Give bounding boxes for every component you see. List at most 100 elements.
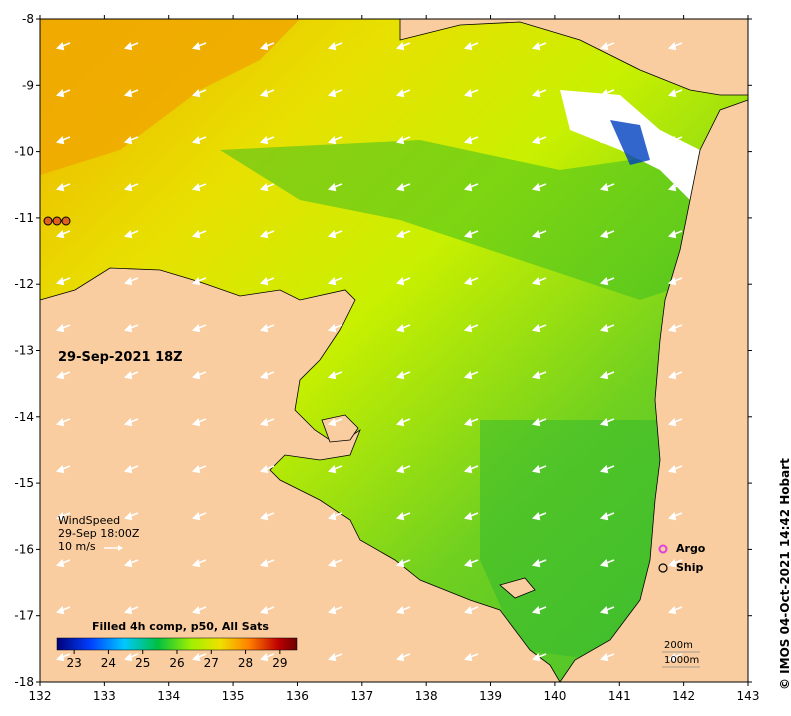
wind-arrow-icon xyxy=(327,558,343,568)
lat-tick-label: -10 xyxy=(14,145,34,159)
wind-arrow-icon xyxy=(259,135,275,145)
wind-arrow-icon xyxy=(191,605,207,615)
wind-arrow-icon xyxy=(667,511,683,521)
wind-arrow-icon xyxy=(531,511,547,521)
warm-sea-patch xyxy=(40,19,300,175)
wind-arrow-icon xyxy=(531,135,547,145)
colorbar-tick-label: 26 xyxy=(169,656,184,670)
wind-arrow-icon xyxy=(531,276,547,286)
wind-arrow-icon xyxy=(327,652,343,662)
wind-arrow-icon xyxy=(55,652,71,662)
wind-arrow-icon xyxy=(531,182,547,192)
wind-arrow-icon xyxy=(667,229,683,239)
wind-arrow-icon xyxy=(395,370,411,380)
wind-time: 29-Sep 18:00Z xyxy=(58,527,140,540)
lat-tick-label: -11 xyxy=(14,211,34,225)
wind-arrow-icon xyxy=(667,652,683,662)
wind-arrow-icon xyxy=(55,370,71,380)
cool-sea-band xyxy=(220,140,748,300)
wind-arrow-icon xyxy=(463,41,479,51)
wind-arrow-icon xyxy=(531,464,547,474)
wind-arrow-icon xyxy=(327,88,343,98)
contour-1000-label: 1000m xyxy=(664,655,700,666)
lat-tick-label: -15 xyxy=(14,476,34,490)
wind-arrow-icon xyxy=(395,323,411,333)
wind-arrow-icon xyxy=(599,605,615,615)
wind-arrow-icon xyxy=(259,464,275,474)
wind-arrow-icon xyxy=(667,605,683,615)
wind-arrow-icon xyxy=(667,464,683,474)
wind-arrow-icon xyxy=(259,276,275,286)
wind-arrow-icon xyxy=(327,605,343,615)
wind-arrow-icon xyxy=(599,229,615,239)
wind-arrow-icon xyxy=(599,511,615,521)
wind-arrow-icon xyxy=(531,229,547,239)
wind-arrow-icon xyxy=(531,88,547,98)
argo-marker-icon xyxy=(658,544,668,554)
wind-arrow-icon xyxy=(191,417,207,427)
wind-arrow-icon xyxy=(259,323,275,333)
wind-arrow-icon xyxy=(667,41,683,51)
wind-arrow-icon xyxy=(55,605,71,615)
lat-tick-label: -17 xyxy=(14,609,34,623)
wind-arrow-icon xyxy=(55,182,71,192)
island-mornington xyxy=(499,577,536,599)
wind-arrow-icon xyxy=(123,229,139,239)
lat-tick-label: -13 xyxy=(14,344,34,358)
wind-arrow-icon xyxy=(463,88,479,98)
colorbar-tick-label: 25 xyxy=(135,656,150,670)
wind-arrow-icon xyxy=(395,229,411,239)
wind-arrow-icon xyxy=(599,135,615,145)
lon-tick-label: 138 xyxy=(415,689,438,703)
wind-arrow-icon xyxy=(191,370,207,380)
wind-arrow-icon xyxy=(259,511,275,521)
wind-arrow-icon xyxy=(531,605,547,615)
wind-arrow-icon xyxy=(123,558,139,568)
wind-arrow-icon xyxy=(599,323,615,333)
wind-arrow-icon xyxy=(667,135,683,145)
wind-arrow-icon xyxy=(463,135,479,145)
wind-arrow-icon xyxy=(123,323,139,333)
imos-credit: © IMOS 04-Oct-2021 14:42 Hobart xyxy=(778,458,791,690)
wind-arrow-icon xyxy=(395,558,411,568)
wind-arrow-icon xyxy=(123,605,139,615)
lat-tick-label: -18 xyxy=(14,675,34,689)
wind-arrow-icon xyxy=(463,323,479,333)
map-date-label: 29-Sep-2021 18Z xyxy=(58,350,183,365)
wind-arrow-icon xyxy=(123,182,139,192)
longitude-axis: 132 133 134 135 136 137 138 139 140 141 142 143 xyxy=(29,15,759,703)
wind-arrow-icon xyxy=(55,417,71,427)
wind-arrow-icon xyxy=(55,323,71,333)
lon-tick-label: 136 xyxy=(286,689,309,703)
ship-track-marker xyxy=(43,216,53,226)
wind-arrow-icon xyxy=(463,652,479,662)
legend-ship-label: Ship xyxy=(676,561,704,574)
ship-marker-icon xyxy=(658,563,668,573)
lon-tick-label: 141 xyxy=(608,689,631,703)
lon-tick-label: 135 xyxy=(222,689,245,703)
lon-tick-label: 142 xyxy=(672,689,695,703)
colorbar-title: Filled 4h comp, p50, All Sats xyxy=(92,620,269,633)
wind-arrow-icon xyxy=(395,464,411,474)
lat-tick-label: -16 xyxy=(14,542,34,556)
wind-arrow-icon xyxy=(667,182,683,192)
wind-arrow-icon xyxy=(395,417,411,427)
lon-tick-label: 132 xyxy=(29,689,52,703)
wind-arrow-icon xyxy=(395,605,411,615)
wind-arrow-icon xyxy=(599,652,615,662)
wind-arrow-icon xyxy=(259,229,275,239)
wind-arrow-icon xyxy=(55,276,71,286)
wind-arrow-icon xyxy=(395,652,411,662)
wind-arrow-icon xyxy=(667,323,683,333)
wind-arrow-icon xyxy=(599,417,615,427)
wind-arrow-icon xyxy=(259,558,275,568)
wind-arrow-icon xyxy=(395,135,411,145)
wind-arrow-icon xyxy=(327,511,343,521)
wind-arrow-icon xyxy=(463,417,479,427)
wind-arrow-icon xyxy=(463,182,479,192)
wind-arrow-icon xyxy=(327,135,343,145)
wind-arrow-icon xyxy=(259,370,275,380)
legend-argo-label: Argo xyxy=(676,542,706,555)
wind-arrow-icon xyxy=(599,41,615,51)
lon-tick-label: 133 xyxy=(93,689,116,703)
